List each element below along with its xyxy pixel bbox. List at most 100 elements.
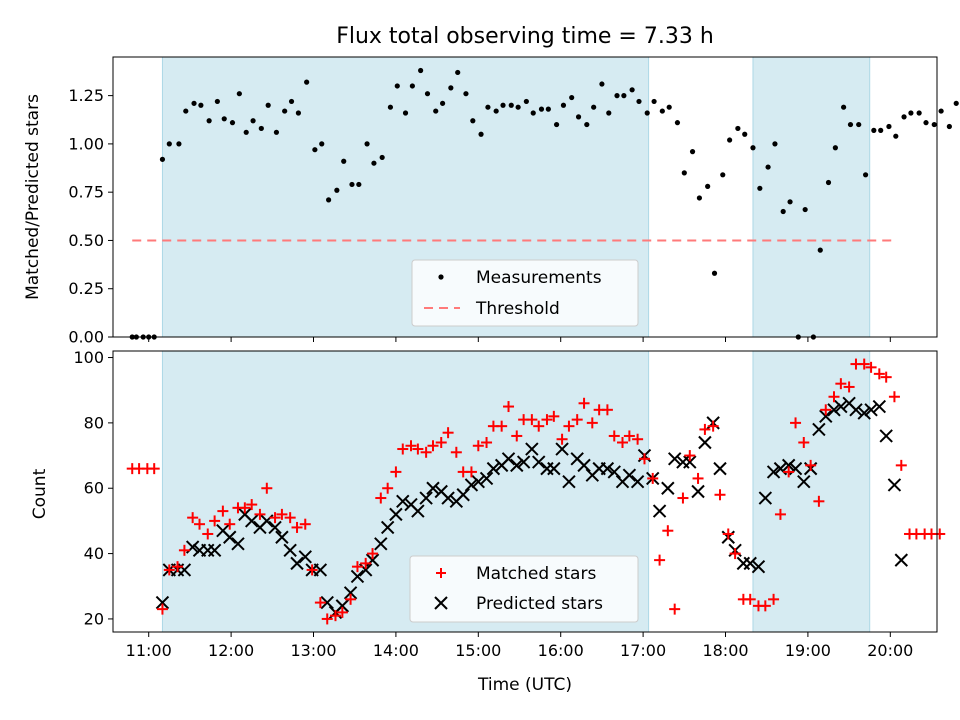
legend-matched-marker	[436, 568, 446, 578]
measurement-point	[282, 108, 288, 114]
bottom-plot-frame	[112, 350, 938, 633]
y-tick-label: 1.25	[68, 86, 104, 105]
matched-point	[412, 443, 424, 455]
matched-point	[496, 420, 508, 432]
matched-point	[768, 593, 780, 605]
matched-point	[187, 512, 199, 524]
matched-point	[541, 414, 553, 426]
matched-point	[269, 512, 281, 524]
measurement-point	[424, 91, 431, 97]
predicted-point	[320, 595, 334, 610]
measurement-point	[606, 110, 612, 116]
matched-point	[669, 603, 681, 615]
measurement-point	[334, 187, 340, 193]
measurement-point	[159, 156, 166, 162]
measurement-point	[659, 108, 665, 114]
x-tick-label: 11:00	[126, 641, 172, 660]
predicted-point	[766, 465, 781, 479]
y-tick-label: 0.00	[68, 328, 104, 347]
matched-point	[858, 358, 870, 370]
matched-point	[774, 508, 786, 520]
measurement-point	[183, 108, 189, 114]
matched-point	[820, 404, 832, 416]
predicted-point	[290, 556, 304, 571]
measurement-point	[371, 160, 377, 166]
matched-point	[239, 502, 251, 514]
matched-point	[638, 453, 650, 465]
matched-point	[843, 381, 855, 393]
matched-point	[873, 368, 885, 380]
measurement-point	[349, 181, 355, 188]
x-tick-label: 16:00	[538, 641, 584, 660]
measurement-point	[236, 91, 242, 97]
matched-point	[699, 423, 711, 435]
matched-point	[420, 446, 432, 458]
y-tick-label: 0.75	[68, 183, 104, 202]
measurement-point	[575, 114, 582, 120]
y-tick-label: 0.25	[68, 279, 104, 298]
predicted-point	[479, 471, 494, 486]
predicted-point	[622, 468, 637, 482]
predicted-point	[849, 403, 863, 417]
matched-point	[405, 440, 417, 452]
measurement-point	[856, 121, 862, 128]
matched-point	[798, 436, 810, 448]
measurement-point	[440, 100, 446, 106]
measurement-point	[478, 131, 484, 137]
matched-point	[209, 515, 221, 527]
predicted-point	[630, 474, 645, 489]
predicted-point	[298, 550, 312, 564]
predicted-point	[797, 474, 811, 489]
measurement-point	[295, 110, 301, 116]
matched-point	[156, 603, 168, 615]
top-legend: Measurements Threshold	[411, 259, 639, 327]
predicted-point	[857, 406, 871, 420]
matched-point	[548, 410, 560, 422]
matched-point	[692, 472, 704, 484]
matched-point	[299, 518, 311, 530]
predicted-point	[864, 403, 878, 417]
predicted-point	[441, 491, 455, 505]
predicted-point	[155, 595, 170, 610]
matched-point	[895, 459, 907, 471]
predicted-point	[419, 491, 433, 505]
predicted-point	[231, 537, 245, 551]
matched-point	[314, 597, 326, 609]
predicted-point	[374, 537, 388, 551]
matched-point	[759, 600, 771, 612]
predicted-point	[207, 543, 222, 558]
measurement-point	[229, 120, 236, 126]
matched-point	[813, 495, 825, 507]
x-tick-label: 13:00	[290, 641, 336, 660]
predicted-point	[887, 478, 902, 492]
measurement-point	[742, 131, 748, 137]
predicted-point	[894, 553, 909, 567]
matched-point	[880, 371, 892, 383]
predicted-point	[501, 452, 516, 466]
measurement-point	[735, 125, 741, 132]
measurement-point	[893, 133, 899, 139]
measurement-point	[250, 118, 256, 124]
predicted-point	[713, 461, 727, 476]
y-tick-label: 1.00	[68, 134, 104, 153]
measurement-point	[312, 147, 318, 153]
matched-point	[329, 610, 341, 622]
measurement-point	[364, 141, 370, 147]
measurement-point	[243, 129, 249, 135]
measurement-point	[696, 195, 703, 201]
measurement-point	[258, 125, 264, 132]
measurement-point	[569, 94, 575, 101]
measurement-point	[629, 87, 635, 93]
matched-point	[714, 489, 726, 501]
matched-point	[465, 466, 477, 478]
matched-point	[865, 361, 877, 373]
predicted-point	[781, 458, 796, 473]
bottom-legend: Matched stars Predicted stars	[409, 555, 639, 623]
measurement-point	[508, 102, 514, 108]
y-tick-label: 40	[84, 544, 104, 563]
measurement-point	[886, 123, 892, 130]
predicted-point	[525, 442, 539, 456]
matched-point	[526, 414, 538, 426]
measurement-point	[265, 102, 271, 108]
measurement-point	[787, 199, 793, 205]
